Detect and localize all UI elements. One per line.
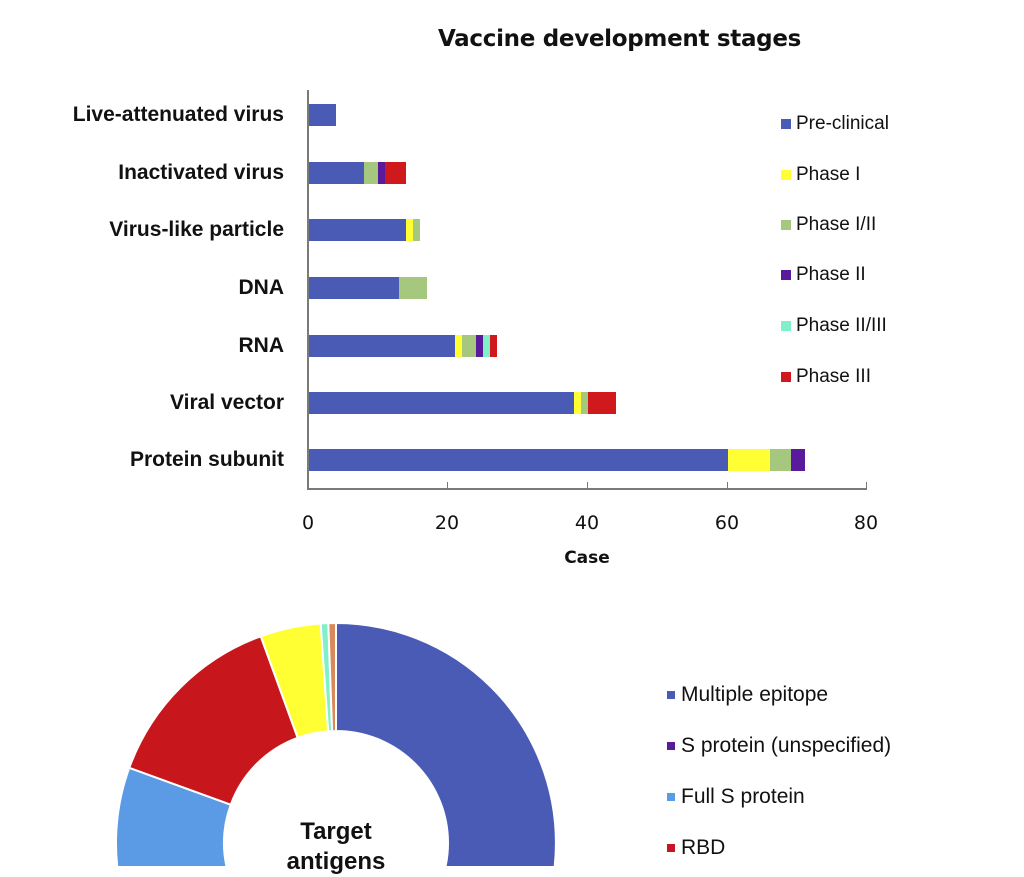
bar-segment-phase-i [728, 449, 770, 471]
bar-segment-phase-iii [588, 392, 616, 414]
bar-segment-phase-i-ii [364, 162, 378, 184]
category-label: Protein subunit [130, 448, 284, 471]
legend-item-phase-1: Phase I [781, 164, 860, 186]
bar-segment-phase-ii [378, 162, 385, 184]
donut-center-label-line1: Target [300, 818, 372, 845]
bar-rna [308, 335, 497, 357]
category-label: Virus-like particle [109, 218, 284, 241]
legend-swatch-icon [781, 170, 791, 180]
bar-segment-phase-i-ii [462, 335, 476, 357]
bar-segment-phase-iii [490, 335, 497, 357]
x-tick [727, 482, 728, 489]
legend-swatch-icon [667, 844, 675, 852]
bar-segment-phase-ii [476, 335, 483, 357]
donut-legend-item-full-s-protein: Full S protein [667, 785, 805, 809]
bar-protein-subunit [308, 449, 805, 471]
legend-swatch-icon [781, 270, 791, 280]
bar-segment-phase-i [455, 335, 462, 357]
category-label: DNA [238, 276, 285, 299]
bar-segment-phase-i-ii [413, 219, 420, 241]
legend-swatch-icon [667, 793, 675, 801]
bar-segment-pre-clinical [308, 277, 399, 299]
category-label: Inactivated virus [118, 161, 284, 184]
x-tick-label: 20 [434, 512, 460, 534]
donut-slice [335, 621, 557, 866]
bar-segment-pre-clinical [308, 392, 574, 414]
legend-label: S protein (unspecified) [681, 734, 892, 757]
x-tick [447, 482, 448, 489]
legend-swatch-icon [781, 220, 791, 230]
legend-swatch-icon [667, 742, 675, 750]
bar-segment-phase-ii-iii [483, 335, 490, 357]
bar-segment-pre-clinical [308, 162, 364, 184]
donut-center-label: Target antigens [287, 817, 386, 877]
bar-live-attenuated-virus [308, 104, 336, 126]
legend-item-phase-1-2: Phase I/II [781, 214, 876, 236]
legend-item-phase-2-3: Phase II/III [781, 315, 887, 337]
donut-legend-item-multiple-epitope: Multiple epitope [667, 683, 828, 707]
category-label: Viral vector [169, 391, 284, 414]
bar-segment-pre-clinical [308, 335, 455, 357]
donut-legend-item-rbd: RBD [667, 836, 725, 860]
legend-label: Full S protein [681, 785, 805, 808]
legend-swatch-icon [781, 119, 791, 129]
category-label: Live-attenuated virus [72, 103, 284, 126]
bar-segment-phase-i-ii [770, 449, 791, 471]
x-tick-label: 80 [853, 512, 879, 534]
bar-segment-phase-i-ii [581, 392, 588, 414]
legend-label: Phase III [796, 366, 871, 387]
donut-slice [327, 621, 337, 733]
x-axis-line [307, 488, 867, 490]
bar-segment-pre-clinical [308, 104, 336, 126]
donut-legend-item-s-protein-unspecified: S protein (unspecified) [667, 734, 891, 758]
bar-segment-phase-i [574, 392, 581, 414]
bar-chart-title: Vaccine development stages [437, 26, 802, 52]
legend-item-pre-clinical: Pre-clinical [781, 113, 889, 135]
bar-inactivated-virus [308, 162, 406, 184]
legend-swatch-icon [667, 691, 675, 699]
legend-swatch-icon [781, 321, 791, 331]
x-tick-label: 0 [301, 512, 315, 534]
legend-label: Phase I [796, 164, 861, 185]
category-label: RNA [238, 334, 285, 357]
x-tick [866, 482, 867, 489]
bar-segment-pre-clinical [308, 219, 406, 241]
bar-segment-phase-iii [385, 162, 406, 184]
legend-label: Phase II/III [796, 315, 887, 336]
legend-label: Phase I/II [796, 214, 877, 235]
legend-label: Multiple epitope [681, 683, 829, 706]
legend-label: Pre-clinical [796, 113, 889, 134]
x-axis-title: Case [564, 548, 610, 568]
legend-item-phase-2: Phase II [781, 264, 866, 286]
legend-label: Phase II [796, 264, 866, 285]
x-tick [587, 482, 588, 489]
bar-virus-like-particle [308, 219, 420, 241]
legend-swatch-icon [781, 372, 791, 382]
donut-center-label-line2: antigens [286, 848, 386, 875]
legend-item-phase-3: Phase III [781, 366, 871, 388]
bar-segment-phase-ii [791, 449, 805, 471]
bar-viral-vector [308, 392, 616, 414]
legend-label: RBD [681, 836, 726, 859]
x-tick-label: 40 [574, 512, 600, 534]
bar-segment-pre-clinical [308, 449, 728, 471]
bar-segment-phase-i [406, 219, 413, 241]
bar-dna [308, 277, 427, 299]
x-tick-label: 60 [714, 512, 740, 534]
y-axis-line [307, 90, 309, 490]
bar-segment-phase-i-ii [399, 277, 427, 299]
